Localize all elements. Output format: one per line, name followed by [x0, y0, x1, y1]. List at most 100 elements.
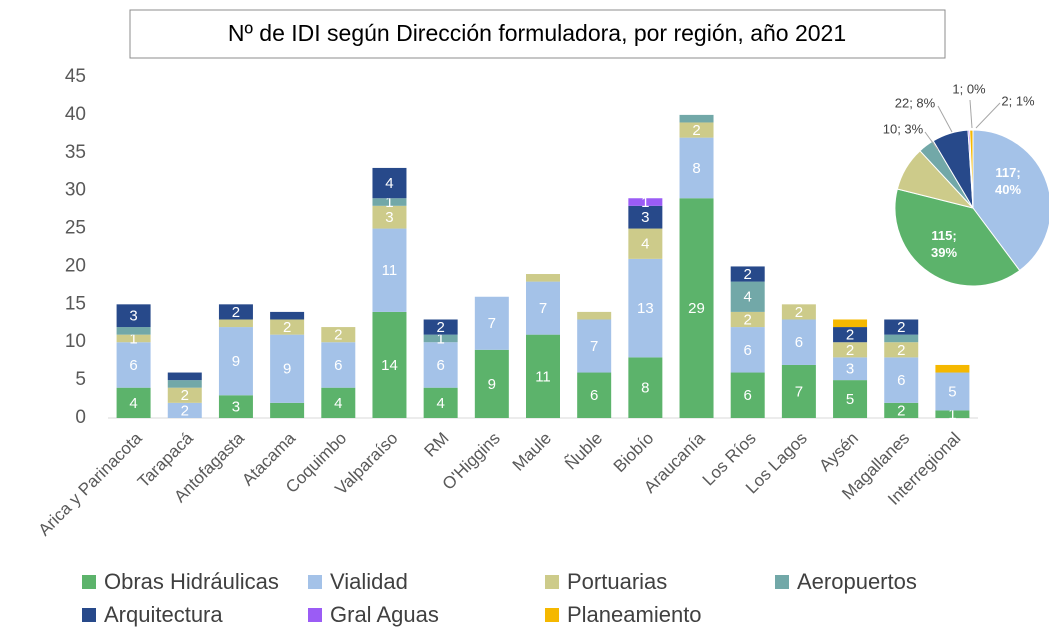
bar-segment — [321, 327, 356, 343]
data-label: 5 — [846, 391, 854, 408]
data-label: 6 — [897, 372, 905, 389]
bar-segment — [679, 122, 714, 138]
legend-label: Vialidad — [330, 569, 408, 594]
data-label: 4 — [744, 289, 752, 306]
bar-segment — [116, 327, 151, 335]
bar-segment — [372, 205, 407, 229]
data-label: 9 — [488, 376, 496, 393]
data-label: 4 — [129, 395, 137, 412]
chart-title: Nº de IDI según Dirección formuladora, p… — [228, 20, 846, 46]
bar-segment — [628, 205, 663, 229]
data-label: 8 — [641, 380, 649, 397]
data-label: 13 — [637, 300, 654, 317]
bar-segment — [423, 334, 458, 343]
bar-segment — [781, 319, 816, 365]
bar-segment — [730, 311, 765, 328]
data-label: 7 — [795, 383, 803, 400]
data-label: 6 — [334, 357, 342, 374]
data-label: 2 — [436, 319, 444, 336]
legend-swatch — [545, 608, 559, 622]
bar-segment — [577, 319, 612, 373]
bar-segment — [423, 342, 458, 388]
data-label: 4 — [385, 175, 393, 192]
bar-segment — [116, 304, 151, 328]
bar-segment — [372, 228, 407, 312]
bar-segment — [628, 198, 663, 206]
data-label: 6 — [590, 387, 598, 404]
data-label: 7 — [539, 300, 547, 317]
bar-segment — [679, 114, 714, 123]
y-tick-label: 15 — [65, 293, 86, 314]
data-label: 2 — [795, 304, 803, 321]
leader-line — [969, 99, 973, 129]
bar-segment — [884, 342, 919, 358]
data-label: 2 — [846, 327, 854, 344]
y-tick-label: 30 — [65, 180, 86, 201]
bar-segment — [884, 334, 919, 343]
bar-segment — [628, 228, 663, 259]
pie-slice — [894, 188, 1021, 287]
pie-label: 115; 39% — [931, 228, 957, 260]
leader-line — [924, 131, 939, 151]
data-label: 7 — [590, 338, 598, 355]
data-label: 2 — [897, 402, 905, 419]
data-label: 2 — [897, 342, 905, 359]
bar-segment — [628, 357, 663, 418]
data-label: 5 — [948, 383, 956, 400]
data-label: 11 — [382, 262, 398, 279]
x-tick-label: Biobío — [610, 429, 658, 477]
data-label: 14 — [381, 357, 398, 374]
bar-segment — [474, 349, 509, 418]
bar-segment — [218, 319, 253, 328]
data-label: 6 — [436, 357, 444, 374]
bar-segment — [116, 387, 151, 418]
bar-segment — [270, 311, 305, 320]
legend-swatch — [308, 575, 322, 589]
bar-segment — [884, 319, 919, 335]
bar-segment — [423, 319, 458, 335]
legend-label: Obras Hidráulicas — [104, 569, 279, 594]
bar-segment — [218, 327, 253, 396]
x-tick-label: Aysén — [815, 429, 862, 476]
pie-slice — [969, 129, 974, 209]
bar-segment — [935, 410, 970, 418]
data-label: 2 — [283, 319, 291, 336]
bar-segment — [321, 387, 356, 418]
data-label: 9 — [232, 353, 240, 370]
bar-segment — [781, 364, 816, 418]
pie-label: 10; 3% — [883, 121, 924, 136]
data-label: 2 — [232, 304, 240, 321]
legend-swatch — [545, 575, 559, 589]
bar-segment — [833, 342, 868, 358]
bar-segment — [372, 198, 407, 206]
data-label: 2 — [744, 266, 752, 283]
bar-segment — [218, 304, 253, 320]
y-tick-label: 10 — [65, 331, 86, 352]
bar-segment — [935, 372, 970, 411]
data-label: 2 — [692, 122, 700, 139]
bar-segment — [167, 402, 202, 418]
y-tick-label: 20 — [65, 255, 86, 276]
bar-segment — [321, 342, 356, 388]
bar-segment — [884, 402, 919, 418]
pie-label: 2; 1% — [1001, 93, 1035, 108]
data-label: 8 — [692, 160, 700, 177]
bar-segment — [218, 395, 253, 418]
pie-label: 1; 0% — [952, 81, 986, 96]
bar-segment — [167, 387, 202, 403]
data-label: 3 — [232, 399, 240, 416]
data-label: 1 — [129, 330, 137, 347]
legend-label: Arquitectura — [104, 602, 223, 627]
x-tick-label: Ñuble — [561, 429, 606, 474]
data-label: 2 — [846, 342, 854, 359]
bar-segment — [526, 281, 560, 335]
bar-segment — [833, 357, 868, 381]
data-label: 1 — [641, 194, 649, 211]
bar-segment — [730, 266, 765, 282]
title-box — [129, 9, 946, 59]
data-label: 6 — [129, 357, 137, 374]
pie-label: 22; 8% — [895, 95, 936, 110]
bar-segment — [577, 372, 612, 418]
data-label: 6 — [744, 387, 752, 404]
